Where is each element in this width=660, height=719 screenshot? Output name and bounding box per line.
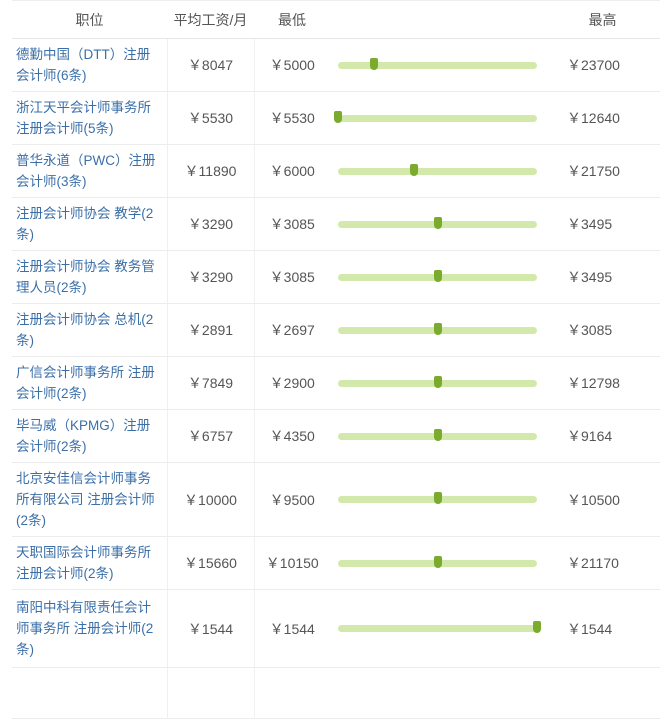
table-row: 北京安佳信会计师事务所有限公司 注册会计师(2条) ￥10000 ￥9500 ￥…	[12, 462, 660, 537]
range-bar-cell	[330, 409, 545, 463]
avg-salary: ￥3290	[167, 250, 255, 304]
range-bar	[338, 428, 537, 441]
avg-marker	[433, 269, 442, 282]
job-title-link[interactable]: 注册会计师协会 教务管理人员(2条)	[12, 250, 168, 304]
range-bar	[334, 110, 537, 123]
job-title-link[interactable]: 德勤中国（DTT）注册会计师(6条)	[12, 38, 168, 92]
range-bar	[338, 216, 537, 229]
avg-marker	[409, 163, 418, 176]
max-salary: ￥10500	[545, 462, 660, 537]
table-row: 南阳中科有限责任会计师事务所 注册会计师(2条) ￥1544 ￥1544 ￥15…	[12, 589, 660, 668]
table-row-partial	[12, 667, 660, 719]
table-row: 注册会计师协会 教务管理人员(2条) ￥3290 ￥3085 ￥3495	[12, 250, 660, 304]
avg-marker	[433, 216, 442, 229]
range-bar-cell	[330, 303, 545, 357]
salary-table: 职位 平均工资/月 最低 最高 德勤中国（DTT）注册会计师(6条) ￥8047…	[12, 0, 660, 719]
avg-salary: ￥10000	[167, 462, 255, 537]
range-bar	[338, 322, 537, 335]
min-salary: ￥5530	[254, 91, 330, 145]
min-salary: ￥10150	[254, 536, 330, 590]
range-bar-cell	[330, 91, 545, 145]
avg-marker	[533, 621, 541, 633]
avg-salary: ￥6757	[167, 409, 255, 463]
table-row: 毕马威（KPMG）注册会计师(2条) ￥6757 ￥4350 ￥9164	[12, 409, 660, 463]
table-row: 注册会计师协会 总机(2条) ￥2891 ￥2697 ￥3085	[12, 303, 660, 357]
range-bar	[338, 621, 541, 633]
avg-salary: ￥7849	[167, 356, 255, 410]
max-salary: ￥12640	[545, 91, 660, 145]
min-salary: ￥3085	[254, 250, 330, 304]
range-bar	[338, 163, 537, 176]
max-salary: ￥23700	[545, 38, 660, 92]
header-title: 职位	[12, 0, 167, 39]
min-salary: ￥2900	[254, 356, 330, 410]
avg-marker	[369, 57, 378, 70]
avg-marker	[334, 110, 342, 123]
max-salary: ￥21170	[545, 536, 660, 590]
range-bar	[338, 555, 537, 568]
job-title-link[interactable]: 注册会计师协会 教学(2条)	[12, 197, 168, 251]
avg-salary: ￥1544	[167, 589, 255, 668]
table-row: 广信会计师事务所 注册会计师(2条) ￥7849 ￥2900 ￥12798	[12, 356, 660, 410]
avg-marker	[433, 492, 442, 504]
avg-salary: ￥3290	[167, 197, 255, 251]
avg-salary: ￥15660	[167, 536, 255, 590]
job-title-link[interactable]: 北京安佳信会计师事务所有限公司 注册会计师(2条)	[12, 462, 168, 537]
range-bar-cell	[330, 589, 545, 668]
avg-salary: ￥2891	[167, 303, 255, 357]
min-salary: ￥3085	[254, 197, 330, 251]
min-salary: ￥5000	[254, 38, 330, 92]
max-salary: ￥12798	[545, 356, 660, 410]
avg-salary: ￥5530	[167, 91, 255, 145]
avg-salary: ￥8047	[167, 38, 255, 92]
range-bar-cell	[330, 197, 545, 251]
job-title-link[interactable]: 浙江天平会计师事务所注册会计师(5条)	[12, 91, 168, 145]
max-salary: ￥3495	[545, 197, 660, 251]
job-title-link[interactable]: 普华永道（PWC）注册会计师(3条)	[12, 144, 168, 198]
job-title-link[interactable]: 天职国际会计师事务所注册会计师(2条)	[12, 536, 168, 590]
table-row: 普华永道（PWC）注册会计师(3条) ￥11890 ￥6000 ￥21750	[12, 144, 660, 198]
job-title-link[interactable]: 注册会计师协会 总机(2条)	[12, 303, 168, 357]
job-title-link[interactable]: 毕马威（KPMG）注册会计师(2条)	[12, 409, 168, 463]
min-salary: ￥4350	[254, 409, 330, 463]
range-bar	[338, 492, 537, 504]
range-bar-cell	[330, 462, 545, 537]
header-bar	[330, 0, 545, 39]
min-salary: ￥9500	[254, 462, 330, 537]
max-salary: ￥1544	[545, 589, 660, 668]
range-bar-cell	[330, 38, 545, 92]
range-bar	[338, 57, 537, 70]
avg-marker	[433, 322, 442, 335]
avg-marker	[433, 428, 442, 441]
max-salary: ￥3085	[545, 303, 660, 357]
range-bar-cell	[330, 356, 545, 410]
max-salary: ￥21750	[545, 144, 660, 198]
min-salary: ￥6000	[254, 144, 330, 198]
table-row: 天职国际会计师事务所注册会计师(2条) ￥15660 ￥10150 ￥21170	[12, 536, 660, 590]
header-avg: 平均工资/月	[167, 0, 254, 39]
header-min: 最低	[254, 0, 330, 39]
range-bar	[338, 375, 537, 388]
table-row: 浙江天平会计师事务所注册会计师(5条) ￥5530 ￥5530 ￥12640	[12, 91, 660, 145]
range-bar-cell	[330, 144, 545, 198]
job-title-link[interactable]: 广信会计师事务所 注册会计师(2条)	[12, 356, 168, 410]
range-bar	[338, 269, 537, 282]
avg-marker	[433, 375, 442, 388]
avg-salary: ￥11890	[167, 144, 255, 198]
range-bar-cell	[330, 250, 545, 304]
job-title-link[interactable]: 南阳中科有限责任会计师事务所 注册会计师(2条)	[12, 589, 168, 668]
max-salary: ￥9164	[545, 409, 660, 463]
min-salary: ￥1544	[254, 589, 330, 668]
table-row: 德勤中国（DTT）注册会计师(6条) ￥8047 ￥5000 ￥23700	[12, 38, 660, 92]
max-salary: ￥3495	[545, 250, 660, 304]
table-row: 注册会计师协会 教学(2条) ￥3290 ￥3085 ￥3495	[12, 197, 660, 251]
range-bar-cell	[330, 536, 545, 590]
min-salary: ￥2697	[254, 303, 330, 357]
header-max: 最高	[545, 0, 660, 39]
header-row: 职位 平均工资/月 最低 最高	[12, 0, 660, 39]
avg-marker	[433, 555, 442, 568]
